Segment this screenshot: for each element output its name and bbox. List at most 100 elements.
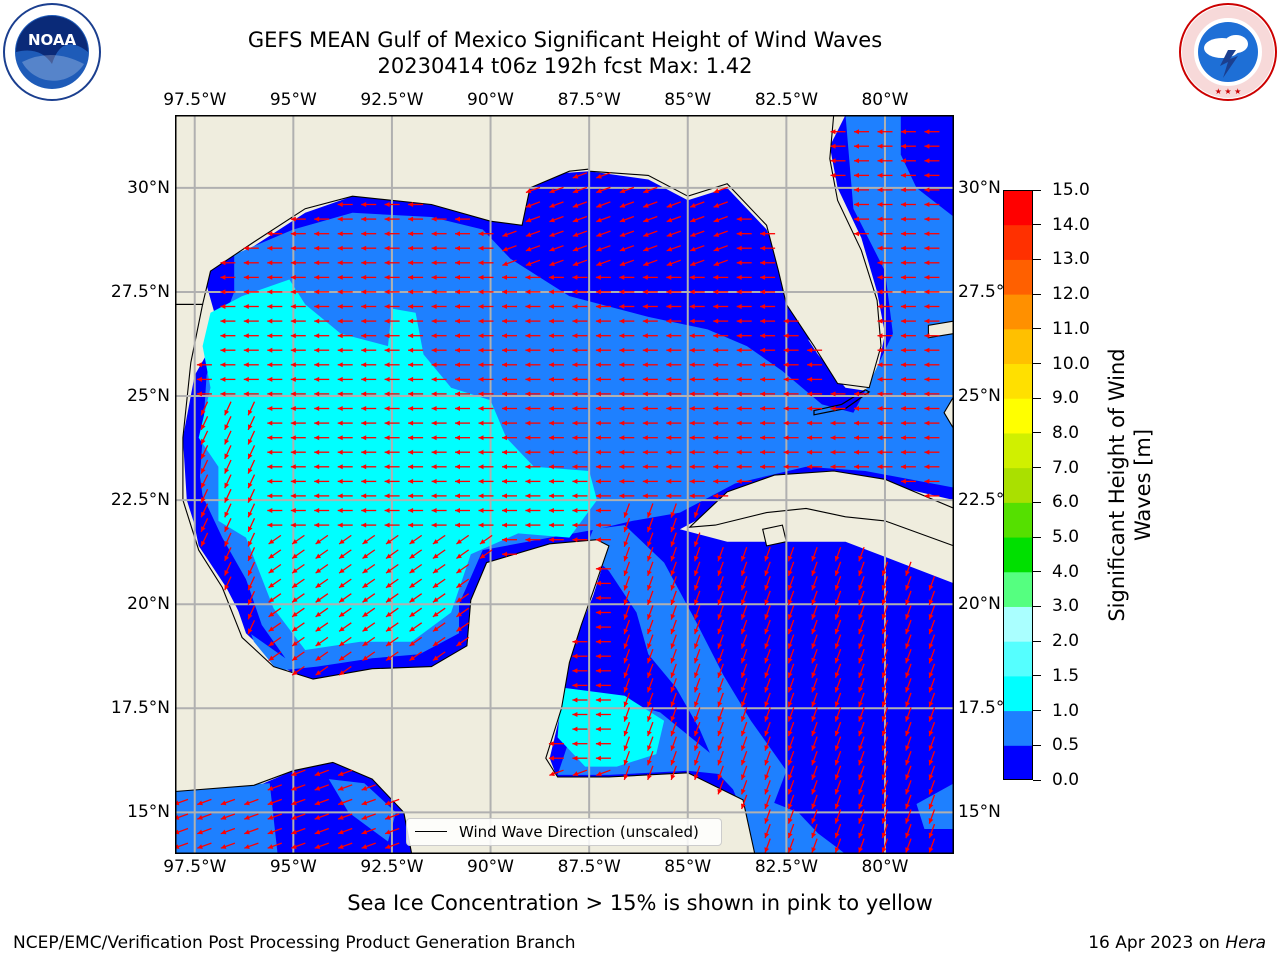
wave-direction-arrowhead xyxy=(834,774,840,780)
wave-direction-arrowhead xyxy=(385,815,391,820)
wave-direction-arrowhead xyxy=(409,553,415,559)
lon-tick-label: 85°W xyxy=(664,90,712,110)
wave-direction-arrowhead xyxy=(408,391,414,397)
wave-direction-arrowhead xyxy=(666,203,673,208)
wave-direction-arrowhead xyxy=(361,464,367,470)
wave-direction-arrowhead xyxy=(713,188,720,194)
wave-direction-arrowhead xyxy=(502,274,507,280)
wave-direction-arrowhead xyxy=(220,260,226,266)
wave-direction-arrowhead xyxy=(243,333,249,339)
wave-direction-arrowhead xyxy=(666,420,672,426)
wave-direction-arrowhead xyxy=(201,540,206,547)
wave-direction-arrowhead xyxy=(666,261,673,266)
wave-direction-arrowhead xyxy=(267,829,274,835)
wave-direction-arrowhead xyxy=(243,391,249,397)
wave-direction-arrowhead xyxy=(267,449,273,455)
wave-direction-arrowhead xyxy=(717,745,723,751)
wave-direction-arrowhead xyxy=(525,391,531,397)
wave-direction-arrowhead xyxy=(595,289,601,295)
wave-direction-arrowhead xyxy=(877,391,883,397)
wave-direction-arrowhead xyxy=(760,464,766,470)
wave-direction-arrowhead xyxy=(877,435,883,441)
map-canvas xyxy=(175,115,954,854)
wave-direction-arrowhead xyxy=(783,420,789,426)
wave-direction-arrowhead xyxy=(314,771,321,776)
wave-direction-arrowhead xyxy=(339,626,345,632)
wave-direction-arrowhead xyxy=(647,584,652,591)
wave-direction-arrowhead xyxy=(787,628,793,635)
wave-direction-arrowhead xyxy=(924,216,930,222)
wave-direction-arrowhead xyxy=(290,304,296,309)
wave-direction-arrowhead xyxy=(432,597,439,603)
wave-direction-arrowhead xyxy=(572,449,578,455)
wave-direction-arrowhead xyxy=(713,435,719,441)
wave-direction-arrowhead xyxy=(764,614,770,620)
wave-direction-arrowhead xyxy=(877,231,883,237)
wave-direction-arrowhead xyxy=(854,129,859,135)
wave-direction-arrowhead xyxy=(881,774,887,780)
wave-direction-arrowhead xyxy=(502,304,507,309)
wave-direction-arrowhead xyxy=(455,362,460,368)
wave-direction-arrowhead xyxy=(623,745,629,751)
wave-direction-arrowhead xyxy=(384,449,390,455)
wave-direction-arrowhead xyxy=(900,449,906,455)
wave-direction-arrowhead xyxy=(858,628,863,635)
wave-direction-arrowhead xyxy=(900,420,906,426)
wave-direction-arrowhead xyxy=(666,304,672,309)
wave-direction-arrowhead xyxy=(736,362,742,368)
wave-direction-arrowhead xyxy=(666,217,673,223)
wave-direction-arrowhead xyxy=(525,420,531,426)
wave-direction-arrowhead xyxy=(572,726,578,732)
wave-direction-arrowhead xyxy=(807,449,813,455)
wave-direction-arrowhead xyxy=(900,362,906,368)
lon-tick-label: 80°W xyxy=(861,90,909,110)
wave-direction-arrowhead xyxy=(924,274,930,280)
wave-direction-arrowhead xyxy=(549,232,555,237)
wave-direction-arrowhead xyxy=(339,655,345,661)
wave-direction-arrowhead xyxy=(220,829,227,835)
lat-tick-label: 17.5°N xyxy=(958,698,1018,719)
wave-direction-arrowhead xyxy=(647,759,652,766)
wave-direction-arrowhead xyxy=(858,672,863,678)
wave-direction-arrowhead xyxy=(830,158,836,164)
wave-direction-arrowhead xyxy=(455,347,460,353)
wave-direction-arrowhead xyxy=(339,553,345,559)
wave-direction-arrowhead xyxy=(548,304,554,309)
wave-direction-arrowhead xyxy=(666,449,672,455)
wave-direction-arrowhead xyxy=(689,333,695,339)
wave-direction-arrowhead xyxy=(455,493,460,499)
wave-direction-arrowhead xyxy=(764,672,770,678)
wave-direction-arrowhead xyxy=(647,701,652,707)
wave-direction-arrowhead xyxy=(623,570,629,576)
wave-direction-arrowhead xyxy=(455,304,460,309)
wave-direction-arrowhead xyxy=(666,493,672,499)
wave-direction-arrowhead xyxy=(478,347,484,353)
wave-direction-arrowhead xyxy=(267,522,273,528)
wave-direction-arrowhead xyxy=(854,391,859,397)
wave-direction-arrowhead xyxy=(623,759,629,766)
wave-direction-arrowhead xyxy=(386,655,392,661)
wave-direction-arrowhead xyxy=(291,771,297,776)
wave-direction-arrowhead xyxy=(315,568,322,574)
wave-direction-arrowhead xyxy=(595,697,601,703)
lon-tick-label: 97.5°W xyxy=(163,857,227,877)
wave-direction-arrowhead xyxy=(666,289,672,295)
wave-direction-arrowhead xyxy=(502,333,507,339)
wave-direction-arrowhead xyxy=(337,435,343,441)
wave-direction-arrowhead xyxy=(858,686,863,693)
wave-direction-arrowhead xyxy=(736,391,742,397)
wave-direction-arrowhead xyxy=(741,716,746,722)
wave-direction-arrowhead xyxy=(694,657,699,664)
wave-direction-arrowhead xyxy=(431,464,437,470)
wave-direction-arrowhead xyxy=(764,555,770,562)
wave-direction-arrowhead xyxy=(525,435,531,441)
wave-direction-arrowhead xyxy=(595,508,601,513)
wave-direction-arrowhead xyxy=(928,701,934,707)
wave-direction-arrowhead xyxy=(337,449,343,455)
wave-direction-arrowhead xyxy=(642,449,648,455)
wave-direction-arrowhead xyxy=(572,391,578,397)
wave-direction-arrowhead xyxy=(881,759,887,766)
wave-direction-arrowhead xyxy=(834,701,840,707)
wave-direction-arrowhead xyxy=(572,682,578,688)
wave-direction-arrowhead xyxy=(385,800,391,806)
